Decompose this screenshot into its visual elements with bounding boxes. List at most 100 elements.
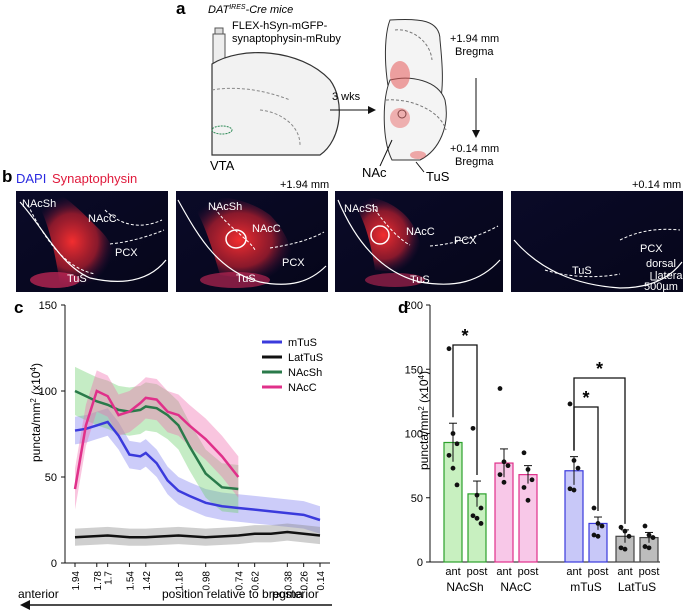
d-point-NAcSh-ant [454, 441, 460, 447]
micrograph-2-nacsh: NAcSh [208, 201, 242, 213]
chart-c: 0 50 100 150 1.94 1.78 1.7 1.54 1.42 1.18 0.98 0.7… [18, 300, 332, 610]
d-group-label-mTuS: mTuS [570, 580, 602, 594]
micrograph-3-nacsh: NAcSh [344, 203, 378, 215]
c-xtick-label: 0.98 [202, 571, 213, 591]
d-point-NAcSh-ant [450, 465, 456, 471]
d-point-NAcSh-post [474, 515, 480, 521]
d-point-NAcSh-ant [454, 482, 460, 488]
micrograph-1-nacsh: NAcSh [22, 198, 56, 210]
micrograph-2-tus: TuS [236, 273, 256, 285]
micrograph-2-nacc: NAcC [252, 223, 281, 235]
d-point-LatTuS-post [642, 523, 648, 529]
d-point-NAcC-post [525, 467, 531, 472]
micrograph-4-tus: TuS [572, 265, 592, 277]
c-xtick-label: 0.26 [300, 571, 311, 591]
d-sig-bracket [573, 377, 626, 524]
micrograph-3: NAcSh NAcC PCX TuS [335, 191, 503, 292]
d-group-label-NAcC: NAcC [500, 580, 532, 594]
d-sig-bracket [452, 344, 478, 476]
d-group-label-NAcSh: NAcSh [446, 580, 483, 594]
micrograph-4-pcx: PCX [640, 243, 663, 255]
d-point-mTuS-ant [571, 487, 577, 493]
d-ytick-label: 0 [417, 557, 423, 569]
d-point-mTuS-post [595, 521, 601, 526]
micrograph-2-pcx: PCX [282, 257, 305, 269]
d-point-LatTuS-ant [626, 533, 632, 539]
d-bar-label-NAcC-ant: ant [496, 566, 511, 578]
c-ytick-label: 0 [51, 558, 57, 570]
micrograph-2: NAcSh NAcC PCX TuS [176, 191, 328, 292]
d-point-NAcSh-ant [446, 346, 452, 352]
d-point-NAcC-ant [505, 463, 511, 469]
c-xtick-label: 0.74 [234, 571, 245, 591]
d-point-NAcC-post [525, 497, 531, 503]
c-series-line-NAcSh [74, 389, 239, 491]
c-ytick-label: 100 [39, 386, 57, 398]
d-bar-label-NAcC-post: post [518, 566, 539, 578]
micrograph-4: PCX TuS dorsal lateral 500µm [511, 191, 685, 293]
legend-dapi: DAPI [16, 171, 46, 186]
c-xtick-label: 0.38 [283, 571, 294, 591]
d-y-axis-label: puncta/mm2 (x104) [417, 371, 431, 470]
c-x-right-label: posterior [272, 587, 319, 601]
brain-section-vta [211, 52, 340, 156]
micrograph-3-tus: TuS [410, 274, 430, 286]
mouse-line-label: DATIRES-Cre mice [208, 4, 293, 16]
bregma-right-mm: +0.14 mm [632, 179, 681, 191]
d-point-LatTuS-ant [622, 546, 628, 552]
d-point-LatTuS-ant [618, 545, 624, 551]
bregma-left-mm: +1.94 mm [280, 179, 329, 191]
d-point-NAcSh-ant [446, 452, 452, 458]
c-xtick-label: 0.62 [251, 571, 262, 591]
panel-label-b: b [2, 167, 12, 186]
c-band-LatTuS [75, 523, 320, 546]
bregma-arrow-head [472, 130, 480, 138]
d-point-NAcSh-ant [450, 431, 456, 436]
d-point-mTuS-ant [567, 401, 573, 407]
c-legend-label-NAcSh: NAcSh [288, 367, 322, 379]
nac-label: NAc [362, 165, 387, 180]
d-bar-label-LatTuS-ant: ant [617, 566, 632, 578]
virus-label-1: FLEX-hSyn-mGFP- [232, 20, 328, 32]
d-point-NAcSh-post [474, 492, 480, 498]
d-ytick-label: 50 [411, 493, 423, 505]
micrograph-1-pcx: PCX [115, 247, 138, 259]
micrograph-3-pcx: PCX [454, 235, 477, 247]
micrograph-1: NAcSh NAcC PCX TuS [16, 191, 168, 292]
c-xtick-label: 1.7 [104, 571, 115, 585]
bregma-bottom-value: +0.14 mm [450, 143, 499, 155]
d-sig-star: * [596, 359, 603, 379]
tus-label: TuS [426, 169, 450, 184]
d-point-mTuS-post [591, 505, 597, 511]
micrograph-1-tus: TuS [67, 273, 87, 285]
d-point-NAcC-ant [501, 459, 507, 465]
d-point-mTuS-post [591, 532, 597, 538]
c-series-line-NAcC [73, 389, 240, 490]
d-point-mTuS-ant [571, 458, 577, 463]
d-point-NAcC-ant [497, 472, 503, 478]
panel-label-a: a [176, 0, 186, 18]
c-xtick-label: 1.54 [125, 571, 136, 591]
nac-pointer [379, 139, 393, 167]
red-puncta [390, 61, 426, 159]
d-point-NAcC-post [529, 477, 535, 483]
d-sig-star: * [582, 388, 589, 408]
micrograph-3-nacc: NAcC [406, 226, 435, 238]
tus-pointer [415, 161, 425, 173]
bregma-top-value: +1.94 mm [450, 33, 499, 45]
bregma-top-word: Bregma [455, 46, 494, 58]
micrograph-4-lateral: lateral [655, 270, 685, 282]
d-point-LatTuS-post [646, 532, 652, 538]
c-legend-label-NAcC: NAcC [288, 382, 317, 394]
c-x-left-label: anterior [18, 587, 59, 601]
d-point-LatTuS-post [642, 544, 648, 549]
d-point-mTuS-ant [567, 486, 573, 492]
c-xtick-label: 0.14 [316, 571, 327, 591]
d-point-NAcC-ant [497, 386, 503, 391]
d-point-NAcC-ant [501, 479, 507, 485]
c-band-NAcC [75, 370, 239, 510]
c-xtick-label: 1.18 [174, 571, 185, 591]
d-bar-NAcC-ant [494, 462, 514, 563]
c-ytick-label: 50 [45, 472, 57, 484]
